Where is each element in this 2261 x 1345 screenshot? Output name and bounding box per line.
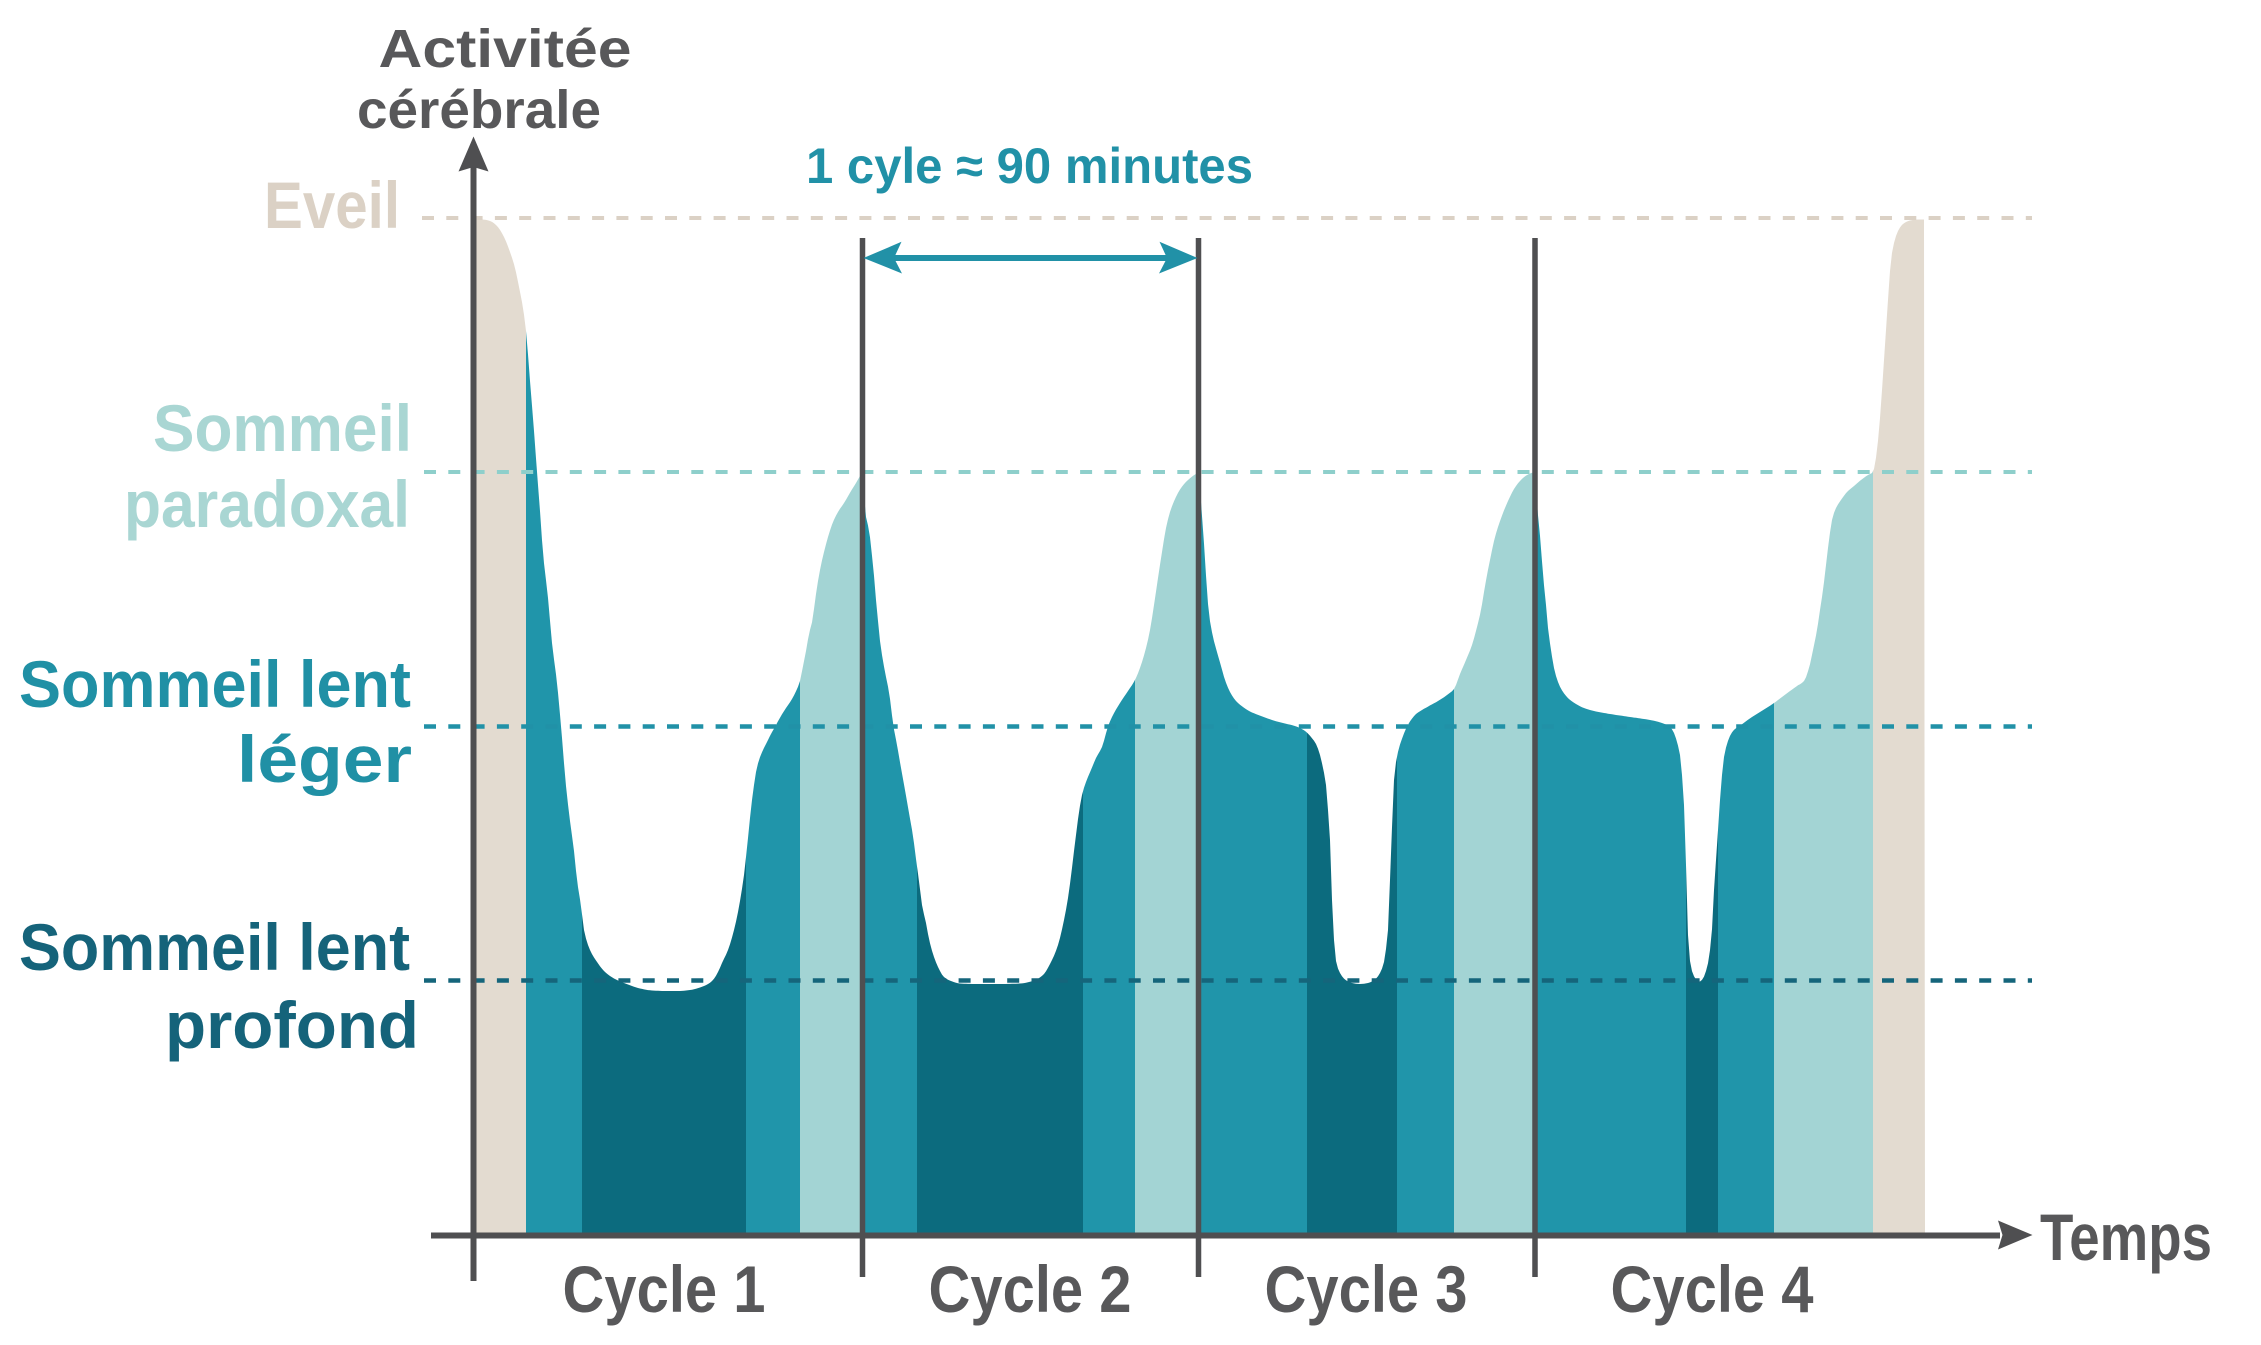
svg-text:Eveil: Eveil <box>264 168 400 242</box>
svg-text:Temps: Temps <box>2040 1200 2212 1274</box>
svg-text:Sommeil lent: Sommeil lent <box>19 910 410 984</box>
svg-text:Sommeil lent: Sommeil lent <box>19 647 411 721</box>
svg-text:Sommeil: Sommeil <box>153 391 412 465</box>
svg-text:Cycle 4: Cycle 4 <box>1611 1252 1814 1326</box>
svg-text:profond: profond <box>165 988 419 1062</box>
svg-text:cérébrale: cérébrale <box>357 80 601 140</box>
svg-text:Activitée: Activitée <box>379 19 632 79</box>
svg-text:1 cyle ≈ 90 minutes: 1 cyle ≈ 90 minutes <box>806 138 1253 194</box>
svg-text:Cycle 3: Cycle 3 <box>1265 1252 1468 1326</box>
svg-text:Cycle 1: Cycle 1 <box>563 1252 766 1326</box>
svg-text:Cycle 2: Cycle 2 <box>929 1252 1132 1326</box>
svg-text:léger: léger <box>237 722 412 796</box>
svg-text:paradoxal: paradoxal <box>124 467 410 541</box>
